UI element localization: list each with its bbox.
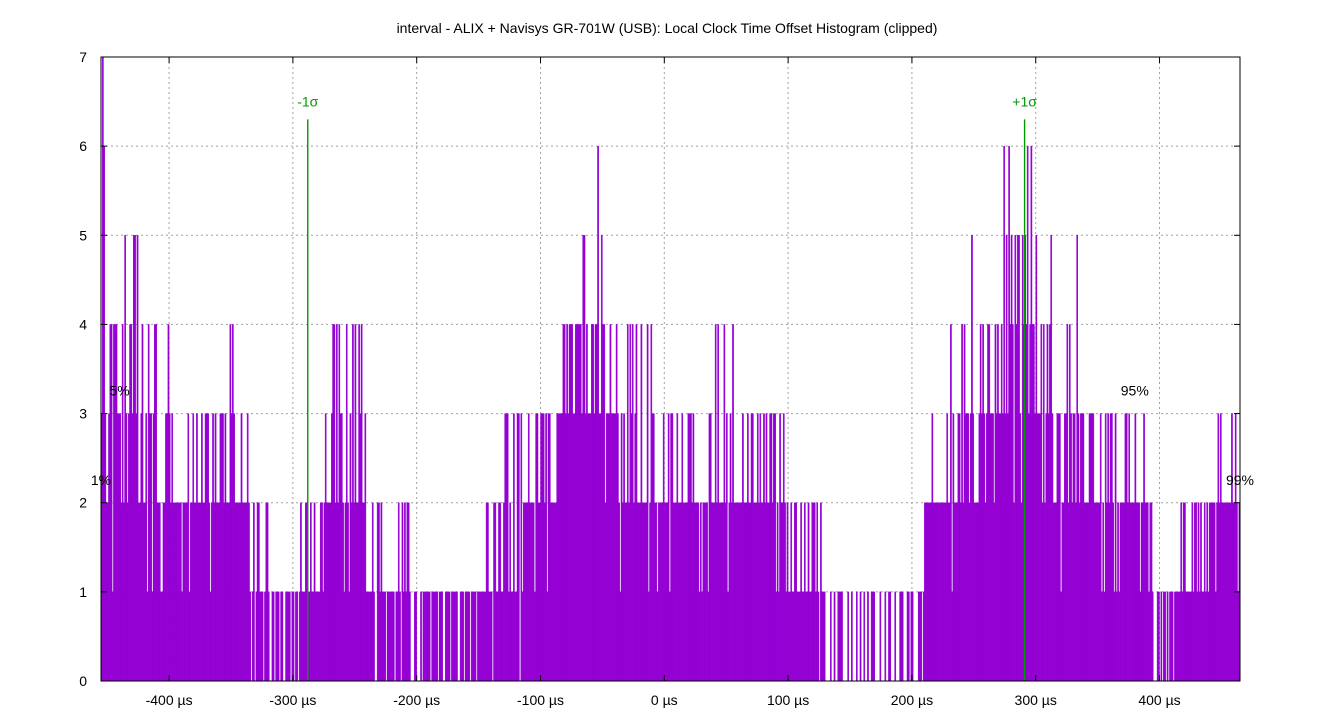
histogram-bar [399,591,401,682]
histogram-bar [392,591,395,682]
histogram-bar [456,591,458,682]
x-tick-label: 100 µs [767,692,809,708]
plot-frame [100,56,1241,682]
histogram-bar [884,591,887,682]
histogram-bar [1164,591,1166,682]
histogram-bar [373,591,375,682]
histogram-bar [830,591,832,682]
histogram-bar [1171,591,1174,682]
histogram-bar [823,591,826,682]
x-tick-label: 400 µs [1138,692,1180,708]
sigma-marker-label: -1σ [297,93,318,109]
x-tick-label: -400 µs [146,692,193,708]
sigma-markers: -1σ +1σ [297,93,1037,681]
histogram-bar [474,591,477,682]
histogram-bar [288,591,291,682]
histogram-bar [1158,591,1160,682]
histogram-bar [911,591,914,682]
histogram-bar [817,591,820,682]
percentile-labels: 1%5% 95%99% [91,383,1254,488]
histogram-bar [261,591,264,682]
histogram-bar [249,591,252,682]
sigma-marker-label: +1σ [1012,93,1037,109]
percentile-label: 95% [1121,383,1149,399]
histogram-bar [409,591,411,682]
y-tick-label: 4 [79,316,87,332]
histogram-bar [1151,591,1154,682]
histogram-bar [490,591,493,682]
histogram-bar [889,591,892,682]
histogram-bar [851,591,853,682]
histogram-bar [267,591,270,682]
chart-title: interval - ALIX + Navisys GR-701W (USB):… [397,20,938,36]
y-tick-label: 5 [79,227,87,243]
histogram-bar [436,591,438,682]
x-tick-label: -200 µs [393,692,440,708]
histogram-bar [859,591,862,682]
histogram-bar [292,591,295,682]
histogram-bar [1160,591,1163,682]
x-tick-label: -100 µs [517,692,564,708]
percentile-label: 5% [109,383,129,399]
histogram-bar [873,591,875,682]
histogram-bar [428,591,431,682]
y-tick-label: 7 [79,49,87,65]
histogram-bar [833,591,836,682]
histogram-bar [879,591,882,682]
histogram-bar [518,413,520,682]
x-tick-label: -300 µs [269,692,316,708]
histogram-bar [420,591,422,682]
histogram-bar [281,591,284,682]
histogram-bar [272,591,275,682]
histogram-bar [908,591,910,682]
histogram-bars [100,56,1241,682]
y-tick-label: 0 [79,673,87,689]
histogram-bar [894,591,897,682]
y-tick-label: 2 [79,495,87,511]
histogram-bar [901,591,904,682]
x-tick-label: 200 µs [891,692,933,708]
histogram-bar [448,591,451,682]
histogram-bar [415,591,417,682]
histogram-bar [841,591,843,682]
histogram-bar [384,591,386,682]
histogram-bar [277,591,280,682]
histogram-bar [253,502,255,682]
histogram-bar [441,591,443,682]
histogram-bar [863,591,866,682]
y-tick-label: 1 [79,584,87,600]
histogram-bar [867,591,869,682]
y-tick-label: 3 [79,406,87,422]
histogram-bar [920,591,923,682]
histogram-bar [856,591,858,682]
x-tick-label: 0 µs [651,692,678,708]
histogram-bar [847,591,849,682]
x-tick-label: 300 µs [1015,692,1057,708]
histogram-bar [296,591,299,682]
y-tick-label: 6 [79,138,87,154]
axis-ticks: 0 1 2 3 4 5 6 7 -400 µs -300 µs -200 µs -100 µs 0 µs… [79,49,1240,708]
histogram-bar [1166,591,1169,682]
histogram-bar [468,591,471,682]
histogram-bar [462,591,464,682]
histogram-bar [662,413,665,682]
